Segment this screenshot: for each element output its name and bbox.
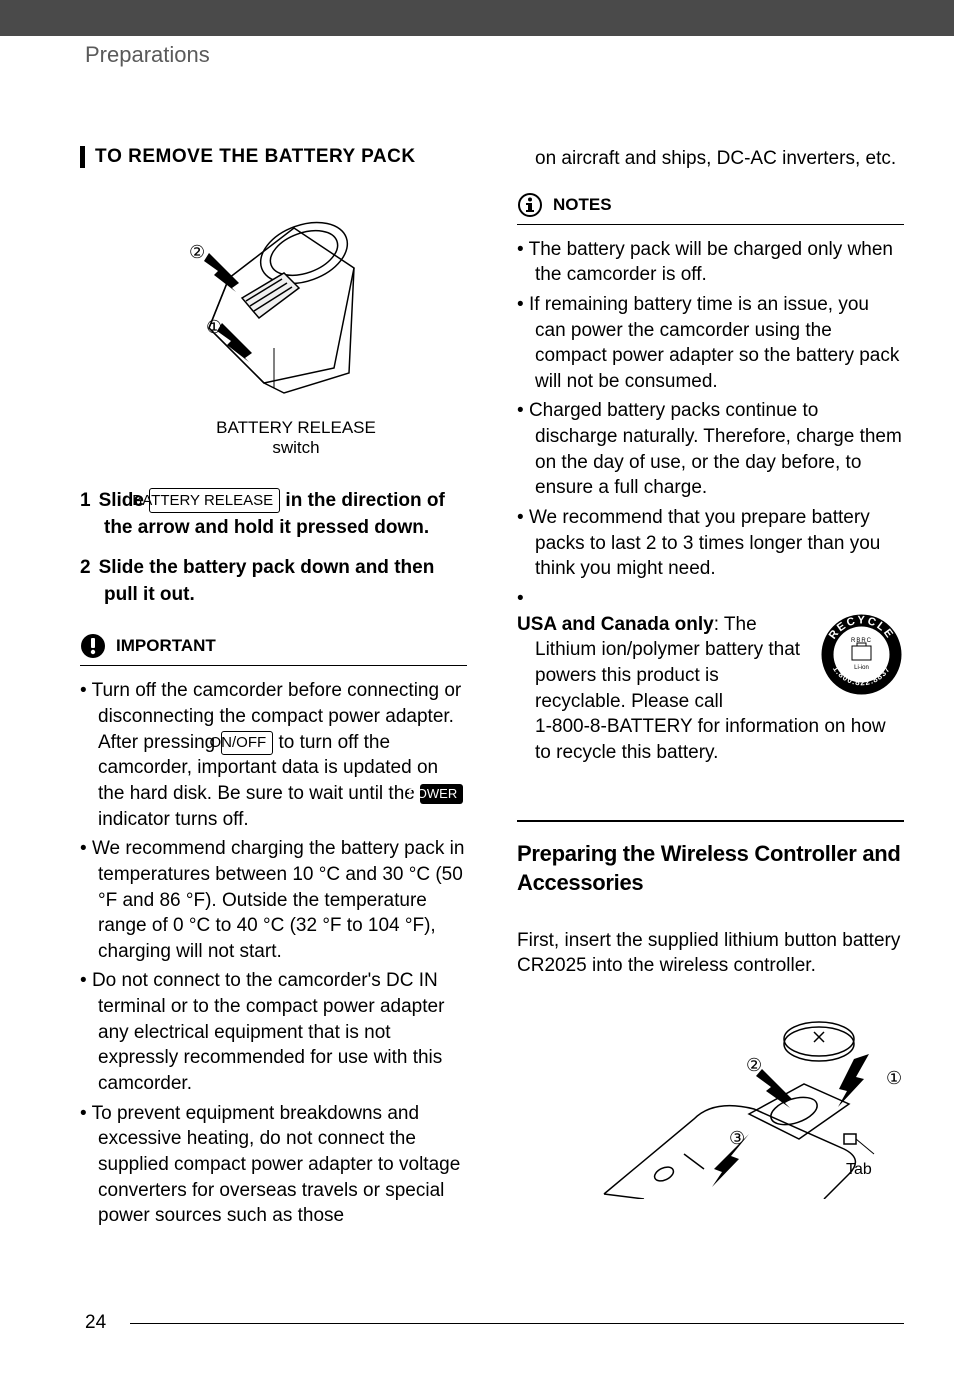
step-2: 2Slide the battery pack down and then pu… xyxy=(80,555,467,608)
svg-text:②: ② xyxy=(746,1055,762,1075)
important-item-2: We recommend charging the battery pack i… xyxy=(80,836,467,964)
battery-removal-diagram: ② ① BATTERY RELEASE switch xyxy=(80,193,467,458)
power-label: POWER xyxy=(420,784,463,804)
notes-item-3: Charged battery packs continue to discha… xyxy=(517,398,904,501)
diagram-caption-line2: switch xyxy=(272,438,319,457)
svg-text:②: ② xyxy=(189,242,205,262)
svg-text:①: ① xyxy=(886,1068,902,1088)
wireless-controller-diagram: Tab ① ② ③ xyxy=(517,999,904,1204)
notes-item-1: The battery pack will be charged only wh… xyxy=(517,237,904,288)
info-icon xyxy=(517,192,543,218)
step-list: 1Slide BATTERY RELEASE in the direction … xyxy=(80,488,467,608)
wireless-body: First, insert the supplied lithium butto… xyxy=(517,928,904,979)
important-item-1: Turn off the camcorder before connecting… xyxy=(80,678,467,832)
notes-list: The battery pack will be charged only wh… xyxy=(517,237,904,766)
page-number: 24 xyxy=(85,1312,106,1334)
battery-release-label: BATTERY RELEASE xyxy=(149,488,280,513)
section-heading-wireless: Preparing the Wireless Controller and Ac… xyxy=(517,840,904,897)
important-list: Turn off the camcorder before connecting… xyxy=(80,678,467,1228)
notes-item-2: If remaining battery time is an issue, y… xyxy=(517,292,904,395)
diagram-caption-line1: BATTERY RELEASE xyxy=(216,418,376,437)
important-header: IMPORTANT xyxy=(80,633,467,659)
step-1: 1Slide BATTERY RELEASE in the direction … xyxy=(80,488,467,541)
recycle-logo: RECYCLE 1.800.822.8837 RBRC Li-ion xyxy=(819,612,904,697)
exclamation-icon xyxy=(80,633,106,659)
svg-text:③: ③ xyxy=(729,1128,745,1148)
header-section: Preparations xyxy=(85,42,210,68)
continuation-text: on aircraft and ships, DC-AC inverters, … xyxy=(517,146,904,172)
notes-item-5: USA and Canada only: The Lithium ion/pol… xyxy=(517,586,904,765)
onoff-label: ON/OFF xyxy=(221,731,274,755)
svg-text:①: ① xyxy=(206,317,222,337)
svg-text:Li-ion: Li-ion xyxy=(854,665,869,671)
important-item-3: Do not connect to the camcorder's DC IN … xyxy=(80,968,467,1096)
svg-text:Tab: Tab xyxy=(846,1161,872,1178)
section-title-remove-battery: TO REMOVE THE BATTERY PACK xyxy=(80,146,467,168)
notes-header: NOTES xyxy=(517,192,904,218)
notes-item-4: We recommend that you prepare battery pa… xyxy=(517,505,904,582)
important-item-4: To prevent equipment breakdowns and exce… xyxy=(80,1101,467,1229)
